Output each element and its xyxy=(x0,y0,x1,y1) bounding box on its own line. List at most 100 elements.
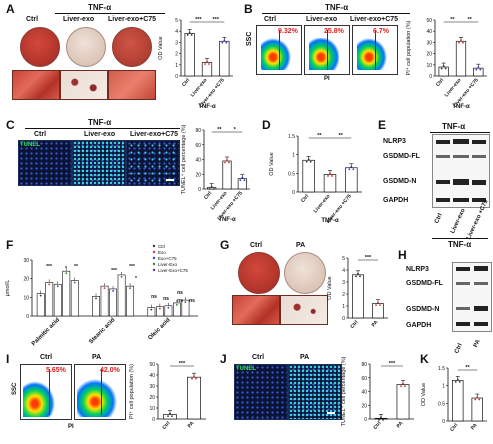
y-tick-label: 1 xyxy=(342,304,345,310)
panel-b-header-line xyxy=(262,13,410,14)
legend-marker xyxy=(152,268,156,272)
panel-c-group-liverexo: Liver-exo xyxy=(84,131,116,138)
y-tick-label: 10 xyxy=(426,63,432,69)
western-blot-h xyxy=(452,262,492,332)
data-point xyxy=(460,39,462,42)
y-tick-label: 1 xyxy=(442,384,445,390)
scale-bar xyxy=(166,179,174,181)
tunel-image-c75 xyxy=(126,140,180,186)
flow-density xyxy=(77,379,117,417)
y-tick-label: 0.5 xyxy=(288,171,295,177)
panel-label-j: J xyxy=(220,352,227,366)
legend-label: Exo xyxy=(158,250,166,255)
y-tick-label: 0 xyxy=(342,316,345,322)
significance-label: *** xyxy=(389,361,396,367)
y-tick-label: 0 xyxy=(152,417,155,423)
significance-label: *** xyxy=(129,264,135,270)
panel-k-bar-chart: 0 0.5 1 1.5 OD Value Ctrl PA ** xyxy=(420,356,493,439)
data-point xyxy=(190,34,193,36)
blot-e-lane-liverexo: Liver-exo xyxy=(450,207,467,235)
data-point xyxy=(226,159,228,161)
data-point xyxy=(150,308,153,311)
x-axis-label: TNF-α xyxy=(198,104,216,110)
y-tick-label: 40 xyxy=(195,158,201,164)
bar xyxy=(70,280,79,317)
flow-plot-ctrl xyxy=(256,25,302,75)
panel-c-group-ctrl: Ctrl xyxy=(34,131,47,138)
panel-i-group-ctrl: Ctrl xyxy=(40,354,53,361)
alizarin-dish-ctrl xyxy=(20,27,60,67)
y-tick-label: 1.5 xyxy=(288,134,295,140)
significance-label: *** xyxy=(195,17,202,23)
bar xyxy=(92,296,100,317)
data-point xyxy=(357,272,359,275)
y-tick-label: 0 xyxy=(292,190,295,196)
y-tick-label: 20 xyxy=(149,395,155,401)
data-point xyxy=(382,418,384,421)
legend-marker xyxy=(152,256,156,260)
panel-a-header-line xyxy=(55,13,165,14)
data-point xyxy=(355,275,357,278)
flow-density xyxy=(357,38,387,70)
data-point xyxy=(402,382,404,385)
data-point xyxy=(307,158,310,161)
flow-gate xyxy=(279,30,300,70)
bar xyxy=(187,376,201,420)
band xyxy=(436,140,450,144)
band xyxy=(474,282,488,285)
y-tick-label: 0 xyxy=(364,417,367,423)
y-tick-label: 20 xyxy=(426,52,432,58)
bar xyxy=(117,274,126,317)
data-point xyxy=(440,67,443,70)
panel-label-h: H xyxy=(398,248,407,262)
flow-plot-ctrl-i xyxy=(20,364,72,420)
y-tick-label: 0 xyxy=(442,419,445,425)
bar xyxy=(100,285,109,317)
panel-a-header: TNF-α xyxy=(88,3,112,12)
band xyxy=(436,198,450,202)
y-tick-label: 5 xyxy=(342,256,345,262)
significance-label: ns xyxy=(177,298,183,304)
panel-i-bar-chart: 0 10 20 30 40 50 PI⁺ cell population (%) Ctrl PA… xyxy=(128,352,212,439)
band xyxy=(456,307,470,310)
data-point xyxy=(120,276,123,278)
tunel-image-pa xyxy=(288,364,342,420)
panel-g-bar-chart: 0 1 2 3 4 5 OD Value Ctrl PA *** xyxy=(326,240,392,340)
flow-percent-ctrl-i: 5.65% xyxy=(46,367,66,374)
data-point xyxy=(331,175,333,177)
western-blot-e xyxy=(432,134,490,208)
blot-h-label-gsdmdn: GSDMD-N xyxy=(406,306,440,313)
bar xyxy=(173,302,181,317)
flow-density xyxy=(23,379,57,417)
flow-percent-c75: 6.7% xyxy=(373,28,389,35)
panel-label-e: E xyxy=(378,118,387,132)
legend-label: Liver-Exo xyxy=(158,262,178,267)
data-point xyxy=(474,398,477,401)
blot-e-lane-ctrl: Ctrl xyxy=(434,212,444,225)
y-tick-label: 40 xyxy=(361,390,367,396)
band xyxy=(453,139,469,144)
y-axis-label: PI⁺ cell population (%) xyxy=(128,364,135,419)
significance-label: ** xyxy=(339,133,344,139)
flow-plot-pa xyxy=(74,364,126,420)
panel-g-group-pa: PA xyxy=(296,242,306,249)
data-point xyxy=(158,307,161,310)
x-axis-label: TNF-α xyxy=(321,218,339,224)
x-tick-label: Liver-exo xyxy=(313,193,332,214)
x-axis-label: TNF-α xyxy=(452,104,470,110)
data-point xyxy=(129,287,131,290)
bar xyxy=(471,397,483,422)
data-point xyxy=(352,168,355,171)
data-point xyxy=(171,415,173,417)
y-tick-label: 3 xyxy=(342,280,345,286)
y-tick-label: 4 xyxy=(342,268,345,274)
y-tick-label: 50 xyxy=(149,362,155,368)
y-tick-label: 1 xyxy=(175,63,178,69)
panel-b-y-axis: SSC xyxy=(246,31,253,46)
legend-label: Liver-Exo+C75 xyxy=(158,268,188,273)
data-point xyxy=(479,68,482,71)
data-point xyxy=(208,63,210,65)
data-point xyxy=(239,179,242,182)
panel-c-header-line xyxy=(25,128,180,129)
y-axis-label: OD Value xyxy=(327,276,333,299)
